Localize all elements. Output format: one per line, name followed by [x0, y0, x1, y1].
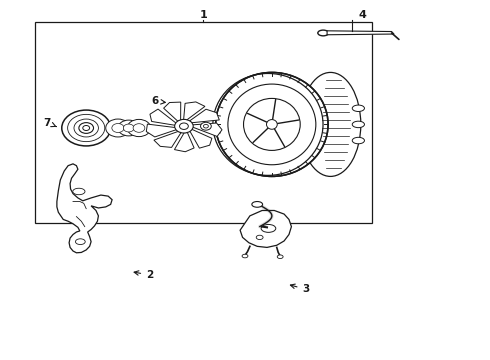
Polygon shape: [193, 123, 222, 136]
Text: 6: 6: [151, 96, 165, 106]
Polygon shape: [57, 164, 112, 253]
Polygon shape: [189, 109, 220, 123]
Text: 3: 3: [291, 284, 310, 294]
Ellipse shape: [112, 123, 124, 132]
Polygon shape: [150, 109, 176, 125]
Text: 2: 2: [134, 270, 153, 280]
Ellipse shape: [242, 254, 248, 258]
Polygon shape: [164, 102, 181, 121]
Text: 4: 4: [358, 10, 366, 20]
Ellipse shape: [352, 105, 365, 112]
Bar: [35, 22, 372, 223]
Ellipse shape: [252, 202, 263, 207]
Ellipse shape: [352, 121, 365, 128]
Polygon shape: [154, 131, 181, 147]
Ellipse shape: [318, 30, 329, 36]
Ellipse shape: [300, 72, 361, 176]
Ellipse shape: [174, 120, 193, 133]
Ellipse shape: [118, 120, 140, 136]
Ellipse shape: [216, 72, 328, 176]
Ellipse shape: [75, 239, 85, 244]
Ellipse shape: [133, 124, 145, 132]
Ellipse shape: [123, 124, 134, 132]
Ellipse shape: [62, 110, 111, 146]
Ellipse shape: [267, 120, 277, 129]
Polygon shape: [174, 132, 194, 152]
Ellipse shape: [244, 98, 300, 150]
Ellipse shape: [79, 123, 94, 134]
Ellipse shape: [228, 84, 316, 165]
Ellipse shape: [179, 123, 188, 130]
Polygon shape: [190, 129, 212, 148]
Ellipse shape: [83, 126, 90, 131]
Polygon shape: [184, 102, 205, 120]
Ellipse shape: [203, 125, 208, 128]
Ellipse shape: [256, 235, 263, 239]
Ellipse shape: [106, 119, 130, 137]
Polygon shape: [240, 211, 292, 247]
Ellipse shape: [352, 137, 365, 144]
Ellipse shape: [127, 120, 151, 136]
Text: 7: 7: [44, 118, 56, 128]
Ellipse shape: [73, 188, 85, 195]
Polygon shape: [327, 31, 394, 35]
Polygon shape: [147, 124, 176, 137]
Text: 1: 1: [199, 10, 207, 20]
Ellipse shape: [277, 255, 283, 258]
Ellipse shape: [200, 122, 211, 130]
Text: 5: 5: [270, 214, 280, 231]
Ellipse shape: [261, 225, 276, 232]
